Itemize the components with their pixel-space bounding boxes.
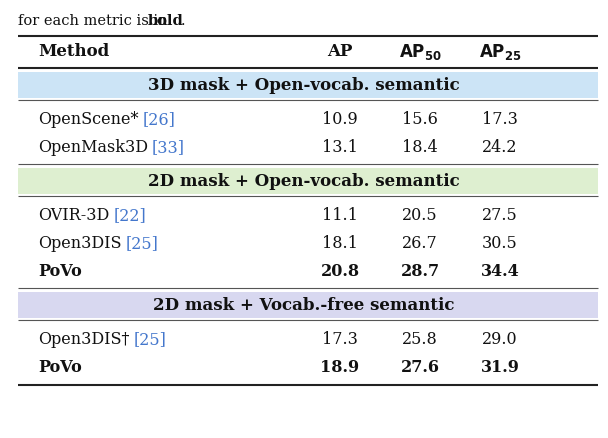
Text: $\mathbf{AP_{25}}$: $\mathbf{AP_{25}}$	[478, 42, 521, 62]
Text: 34.4: 34.4	[481, 264, 519, 280]
Text: PoVo: PoVo	[38, 360, 81, 377]
Text: 15.6: 15.6	[402, 112, 438, 128]
Text: for each metric is in: for each metric is in	[18, 14, 173, 28]
Text: 29.0: 29.0	[482, 332, 518, 349]
Text: 24.2: 24.2	[482, 139, 518, 156]
Text: 20.8: 20.8	[320, 264, 359, 280]
Text: [25]: [25]	[134, 332, 167, 349]
Bar	[18, 168, 598, 194]
Bar	[18, 292, 598, 318]
Text: 18.4: 18.4	[402, 139, 438, 156]
Text: 18.1: 18.1	[322, 236, 358, 252]
Text: AP: AP	[327, 43, 353, 60]
Text: 11.1: 11.1	[322, 208, 358, 225]
Text: Open3DIS: Open3DIS	[38, 236, 122, 252]
Text: 26.7: 26.7	[402, 236, 438, 252]
Text: PoVo: PoVo	[38, 264, 81, 280]
Text: 10.9: 10.9	[322, 112, 358, 128]
Bar	[18, 72, 598, 98]
Text: 2D mask + Open-vocab. semantic: 2D mask + Open-vocab. semantic	[148, 173, 460, 190]
Text: 28.7: 28.7	[401, 264, 440, 280]
Text: Method: Method	[38, 43, 109, 60]
Text: 3D mask + Open-vocab. semantic: 3D mask + Open-vocab. semantic	[148, 77, 460, 93]
Text: 17.3: 17.3	[322, 332, 358, 349]
Text: 27.6: 27.6	[401, 360, 440, 377]
Text: .: .	[181, 14, 185, 28]
Text: OpenMask3D: OpenMask3D	[38, 139, 148, 156]
Text: 25.8: 25.8	[402, 332, 438, 349]
Text: [26]: [26]	[142, 112, 175, 128]
Text: 17.3: 17.3	[482, 112, 518, 128]
Text: 18.9: 18.9	[320, 360, 359, 377]
Text: [33]: [33]	[152, 139, 185, 156]
Text: 13.1: 13.1	[322, 139, 358, 156]
Text: [25]: [25]	[125, 236, 158, 252]
Text: OpenScene*: OpenScene*	[38, 112, 139, 128]
Text: OVIR-3D: OVIR-3D	[38, 208, 109, 225]
Text: bold: bold	[148, 14, 184, 28]
Text: 20.5: 20.5	[402, 208, 438, 225]
Text: 31.9: 31.9	[480, 360, 519, 377]
Text: Open3DIS†: Open3DIS†	[38, 332, 130, 349]
Text: [22]: [22]	[113, 208, 146, 225]
Text: $\mathbf{AP_{50}}$: $\mathbf{AP_{50}}$	[399, 42, 441, 62]
Text: 27.5: 27.5	[482, 208, 518, 225]
Text: 2D mask + Vocab.-free semantic: 2D mask + Vocab.-free semantic	[153, 297, 455, 314]
Text: 30.5: 30.5	[482, 236, 518, 252]
